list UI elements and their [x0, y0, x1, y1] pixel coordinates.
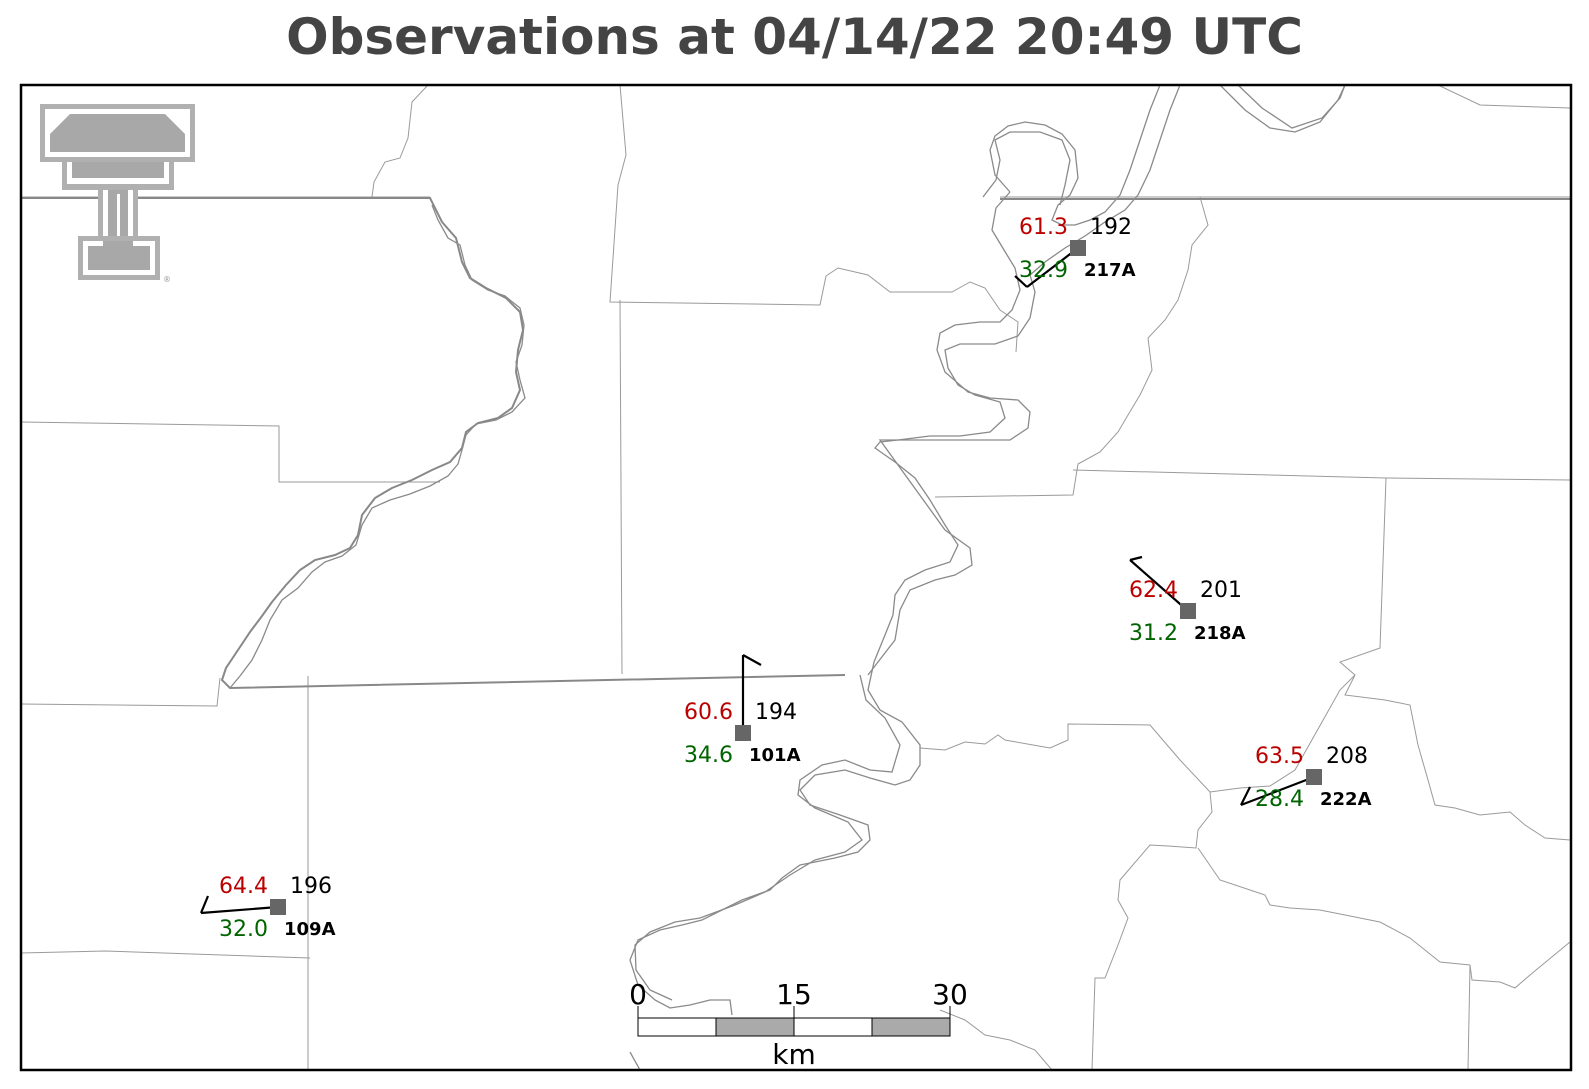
station-dewpoint: 32.0: [219, 917, 268, 942]
station-marker[interactable]: [1306, 769, 1322, 785]
station-temperature: 62.4: [1129, 578, 1178, 603]
station-plot-101A: 60.6 34.6 194 101A: [684, 654, 801, 768]
wind-barb-flag: [1240, 786, 1251, 806]
wind-barb-shaft: [1129, 559, 1189, 612]
scale-bar: 0 15 30 km: [629, 978, 968, 1071]
wind-barb-flag: [742, 654, 762, 666]
wind-barb-flag: [1014, 275, 1028, 288]
scale-tick-label: 0: [629, 978, 647, 1011]
wind-barb-flag: [199, 895, 210, 914]
wind-barb-shaft: [200, 905, 279, 915]
station-temperature: 64.4: [219, 874, 268, 899]
wind-barb-shaft: [1026, 247, 1079, 288]
station-dewpoint: 34.6: [684, 743, 733, 768]
station-id: 218A: [1194, 623, 1246, 644]
map-frame: [19, 83, 1573, 1072]
station-wind-direction: 196: [290, 874, 332, 899]
scale-tick-label: 15: [776, 978, 812, 1011]
stations-layer: 61.3 32.9 192 217A 62.4 31.2 201 218A 60.6 34.6 19…: [199, 215, 1372, 942]
scale-segment: [715, 1017, 795, 1037]
station-wind-direction: 194: [755, 700, 797, 725]
map-title: Observations at 04/14/22 20:49 UTC: [286, 8, 1303, 66]
station-marker[interactable]: [270, 899, 286, 915]
station-id: 109A: [284, 919, 336, 940]
scale-segment: [871, 1017, 951, 1037]
station-wind-direction: 192: [1090, 215, 1132, 240]
wind-barb-flag: [1129, 555, 1143, 562]
station-id: 101A: [749, 745, 801, 766]
station-wind-direction: 208: [1326, 744, 1368, 769]
map-geography: [21, 85, 1571, 1070]
wind-barb-shaft: [1240, 775, 1315, 807]
registered-mark: ®: [163, 275, 171, 284]
station-dewpoint: 31.2: [1129, 621, 1178, 646]
scale-segment: [793, 1017, 873, 1037]
station-marker[interactable]: [1180, 603, 1196, 619]
station-plot-222A: 63.5 28.4 208 222A: [1240, 744, 1372, 812]
station-temperature: 61.3: [1019, 215, 1068, 240]
station-temperature: 63.5: [1255, 744, 1304, 769]
county-boundaries: [21, 85, 1571, 1070]
station-temperature: 60.6: [684, 700, 733, 725]
station-wind-direction: 201: [1200, 578, 1242, 603]
state-boundaries: [21, 197, 1570, 690]
scale-unit-label: km: [772, 1038, 816, 1071]
station-plot-218A: 62.4 31.2 201 218A: [1129, 555, 1246, 646]
station-plot-109A: 64.4 32.0 196 109A: [199, 874, 336, 942]
station-id: 217A: [1084, 260, 1136, 281]
station-id: 222A: [1320, 789, 1372, 810]
scale-tick-label: 30: [932, 978, 968, 1011]
station-dewpoint: 28.4: [1255, 787, 1304, 812]
scale-segment: [637, 1017, 717, 1037]
rivers: [229, 85, 1346, 1070]
station-plot-217A: 61.3 32.9 192 217A: [1014, 215, 1136, 288]
texas-tech-logo: ®: [40, 104, 195, 284]
station-dewpoint: 32.9: [1019, 258, 1068, 283]
station-marker[interactable]: [735, 725, 751, 741]
station-marker[interactable]: [1070, 240, 1086, 256]
